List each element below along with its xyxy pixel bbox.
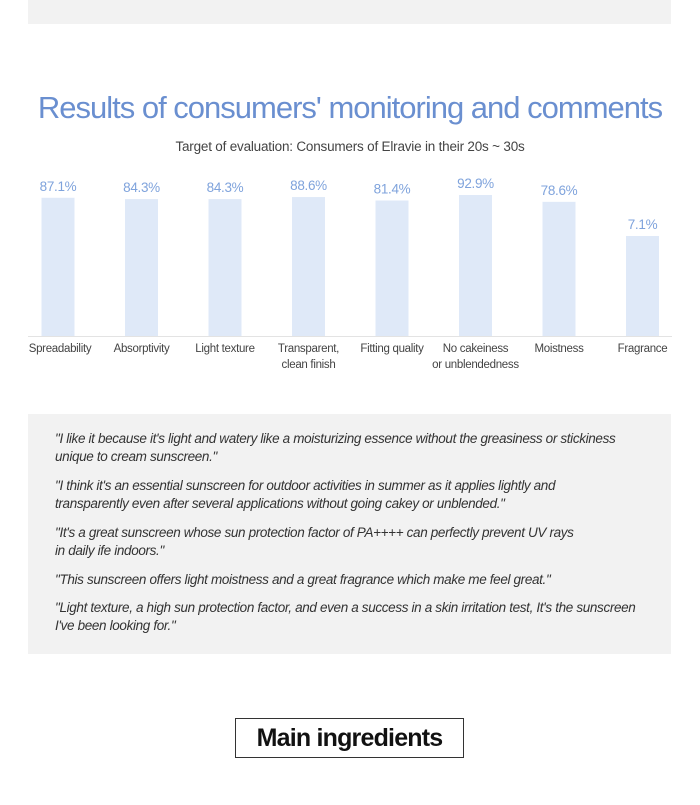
comment-3: "It's a great sunscreen whose sun protec…: [55, 525, 574, 558]
comment-4: "This sunscreen offers light moistness a…: [55, 572, 551, 587]
top-band: [28, 0, 671, 24]
category-label-6-line-2: or unblendedness: [432, 359, 519, 371]
bar-7: [542, 201, 576, 336]
comment-1: "I like it because it's light and watery…: [55, 431, 616, 464]
bar-value-label-2: 84.3%: [123, 180, 160, 195]
comments-box: "I like it because it's light and watery…: [28, 414, 671, 654]
category-label-6-line-1: No cakeiness: [443, 343, 509, 355]
comment-5: "Light texture, a high sun protection fa…: [55, 600, 636, 633]
category-label-4-line-1: Transparent,: [278, 343, 339, 355]
category-label-3: Light texture: [195, 343, 254, 355]
bar-chart: 87.1% Spreadability 84.3% Absorptivity 84.3%…: [28, 176, 672, 371]
bar-value-label-5: 81.4%: [374, 181, 411, 196]
bar-value-label-7: 78.6%: [541, 183, 578, 198]
bar-1: [41, 197, 75, 336]
category-label-2: Absorptivity: [114, 343, 170, 355]
bar-value-label-3: 84.3%: [207, 180, 244, 195]
category-label-5: Fitting quality: [360, 343, 424, 355]
bar-3: [208, 199, 242, 336]
bar-value-label-6: 92.9%: [457, 176, 494, 191]
category-label-4-line-2: clean finish: [282, 359, 336, 371]
bar-5: [375, 200, 409, 336]
bar-value-label-8: 7.1%: [628, 217, 658, 232]
category-label-1: Spreadability: [29, 343, 92, 355]
category-label-8: Fragrance: [618, 343, 668, 355]
page-title: Results of consumers' monitoring and com…: [37, 90, 663, 125]
bar-2: [125, 199, 158, 336]
comment-2: "I think it's an essential sunscreen for…: [55, 478, 556, 511]
bar-value-label-4: 88.6%: [290, 178, 327, 193]
bar-4: [292, 197, 325, 336]
category-label-7: Moistness: [534, 343, 584, 355]
main-ingredients-button[interactable]: Main ingredients: [235, 718, 464, 758]
bar-8: [626, 236, 659, 336]
bar-value-label-1: 87.1%: [40, 179, 77, 194]
bar-6: [459, 195, 492, 336]
page-subtitle: Target of evaluation: Consumers of Elrav…: [175, 139, 525, 154]
